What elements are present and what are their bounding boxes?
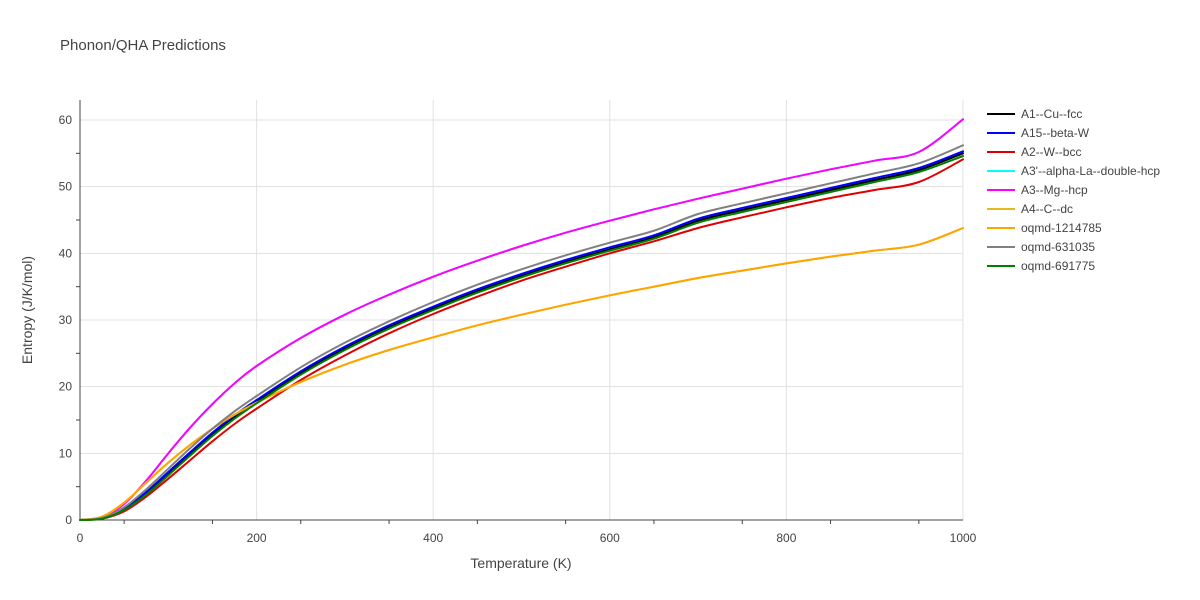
legend-item[interactable]: oqmd-1214785 — [987, 221, 1102, 235]
y-tick-label: 30 — [59, 313, 73, 327]
y-axis-title: Entropy (J/K/mol) — [19, 256, 35, 364]
legend-label: A3--Mg--hcp — [1021, 183, 1088, 197]
series-line-6 — [79, 227, 964, 521]
legend-item[interactable]: A1--Cu--fcc — [987, 107, 1082, 121]
legend-item[interactable]: oqmd-631035 — [987, 240, 1095, 254]
x-tick-label: 600 — [600, 531, 620, 545]
legend-label: oqmd-1214785 — [1021, 221, 1102, 235]
legend-item[interactable]: A15--beta-W — [987, 126, 1090, 140]
x-tick-label: 200 — [247, 531, 267, 545]
legend-label: A4--C--dc — [1021, 202, 1073, 216]
series-line-2 — [79, 158, 964, 521]
series-line-4 — [79, 118, 964, 521]
y-tick-label: 60 — [59, 113, 73, 127]
chart-title: Phonon/QHA Predictions — [60, 37, 226, 54]
y-tick-label: 0 — [65, 513, 72, 527]
legend-label: A1--Cu--fcc — [1021, 107, 1082, 121]
legend-label: A2--W--bcc — [1021, 145, 1081, 159]
y-tick-label: 20 — [59, 380, 73, 394]
legend-label: A15--beta-W — [1021, 126, 1090, 140]
grid — [80, 100, 964, 520]
series-line-1 — [79, 150, 964, 521]
legend-label: A3'--alpha-La--double-hcp — [1021, 164, 1160, 178]
series-line-0 — [79, 152, 964, 521]
series-line-8 — [79, 155, 964, 521]
x-tick-label: 400 — [423, 531, 443, 545]
series-layer — [79, 118, 964, 521]
legend-item[interactable]: A2--W--bcc — [987, 145, 1081, 159]
y-tick-label: 50 — [59, 180, 73, 194]
legend: A1--Cu--fcc A15--beta-W A2--W--bcc A3'--alp… — [987, 107, 1160, 273]
legend-label: oqmd-691775 — [1021, 259, 1095, 273]
legend-item[interactable]: A4--C--dc — [987, 202, 1073, 216]
y-tick-label: 10 — [59, 446, 73, 460]
legend-item[interactable]: oqmd-691775 — [987, 259, 1095, 273]
x-tick-label: 1000 — [950, 531, 977, 545]
y-tick-label: 40 — [59, 246, 73, 260]
legend-label: oqmd-631035 — [1021, 240, 1095, 254]
x-tick-label: 0 — [77, 531, 84, 545]
legend-item[interactable]: A3--Mg--hcp — [987, 183, 1088, 197]
axes: 0 200 400 600 800 1000 0 10 20 30 40 50 60 — [59, 100, 977, 545]
x-tick-label: 800 — [776, 531, 796, 545]
series-line-5 — [79, 227, 964, 521]
legend-item[interactable]: A3'--alpha-La--double-hcp — [987, 164, 1160, 178]
series-line-7 — [79, 144, 964, 521]
x-axis-title: Temperature (K) — [470, 555, 571, 571]
